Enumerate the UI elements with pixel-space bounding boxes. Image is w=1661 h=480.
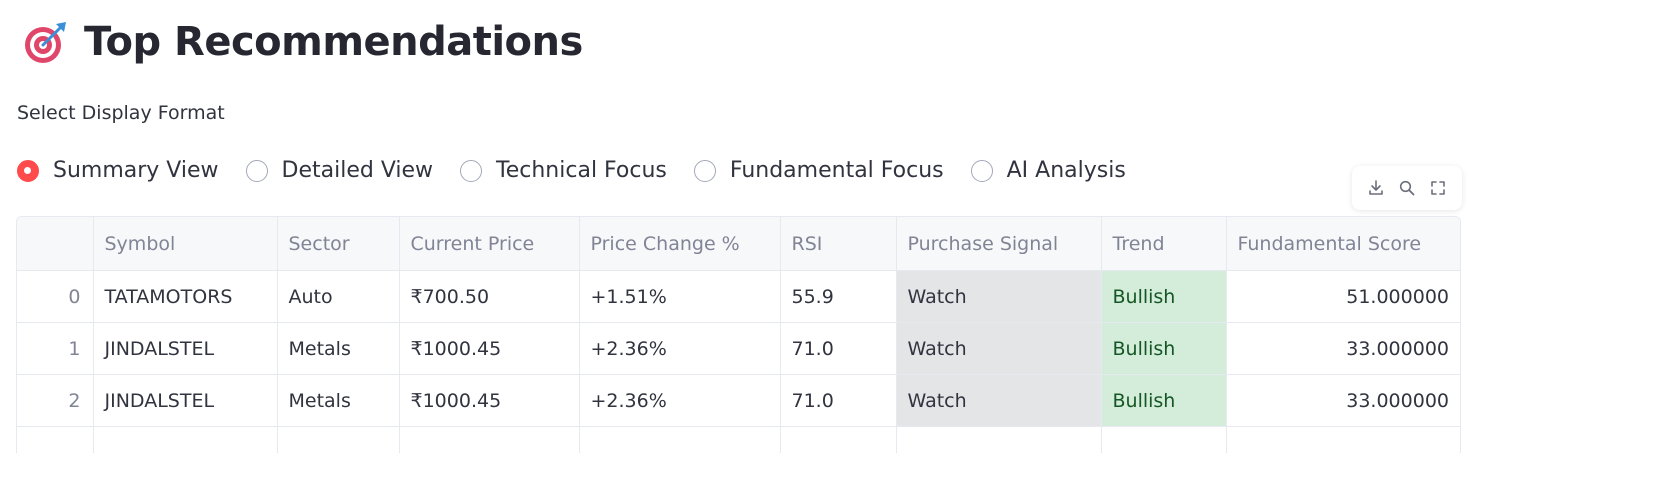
table-row-partial — [17, 426, 1460, 453]
cell-rsi[interactable]: 55.9 — [780, 270, 897, 323]
display-format-radio-group: Summary View Detailed View Technical Foc… — [17, 158, 1153, 183]
column-header-price-change[interactable]: Price Change % — [579, 217, 781, 271]
cell-rsi[interactable]: 71.0 — [780, 374, 897, 427]
cell-purchase-signal[interactable]: Watch — [896, 322, 1102, 375]
table-row: 1 JINDALSTEL Metals ₹1000.45 +2.36% 71.0… — [17, 322, 1460, 375]
cell-symbol[interactable]: JINDALSTEL — [93, 374, 278, 427]
recommendations-table[interactable]: Symbol Sector Current Price Price Change… — [16, 216, 1461, 453]
search-button[interactable] — [1394, 175, 1420, 201]
cell-fundamental-score[interactable]: 33.000000 — [1226, 374, 1460, 427]
row-index[interactable]: 2 — [17, 374, 94, 427]
empty-cell — [1101, 426, 1227, 453]
cell-price-change[interactable]: +2.36% — [579, 322, 781, 375]
cell-sector[interactable]: Auto — [277, 270, 400, 323]
cell-sector[interactable]: Metals — [277, 322, 400, 375]
fullscreen-button[interactable] — [1425, 175, 1451, 201]
column-header-rsi[interactable]: RSI — [780, 217, 897, 271]
row-index[interactable]: 0 — [17, 270, 94, 323]
empty-cell — [896, 426, 1102, 453]
display-format-label: Select Display Format — [17, 102, 225, 124]
cell-current-price[interactable]: ₹700.50 — [399, 270, 580, 323]
cell-purchase-signal[interactable]: Watch — [896, 374, 1102, 427]
cell-purchase-signal[interactable]: Watch — [896, 270, 1102, 323]
radio-label: AI Analysis — [1006, 158, 1126, 183]
radio-technical-focus[interactable]: Technical Focus — [460, 158, 667, 183]
empty-cell — [93, 426, 278, 453]
column-header-fundamental-score[interactable]: Fundamental Score — [1226, 217, 1460, 271]
radio-summary-view[interactable]: Summary View — [17, 158, 219, 183]
fullscreen-icon — [1431, 181, 1446, 195]
empty-cell — [399, 426, 580, 453]
cell-sector[interactable]: Metals — [277, 374, 400, 427]
radio-label: Technical Focus — [496, 158, 667, 183]
target-icon — [25, 22, 66, 63]
empty-cell — [277, 426, 400, 453]
column-header-purchase-signal[interactable]: Purchase Signal — [896, 217, 1102, 271]
radio-button[interactable] — [970, 159, 993, 182]
row-index[interactable]: 1 — [17, 322, 94, 375]
cell-trend[interactable]: Bullish — [1101, 374, 1227, 427]
radio-detailed-view[interactable]: Detailed View — [245, 158, 434, 183]
cell-trend[interactable]: Bullish — [1101, 322, 1227, 375]
empty-cell — [17, 426, 94, 453]
cell-current-price[interactable]: ₹1000.45 — [399, 374, 580, 427]
empty-cell — [780, 426, 897, 453]
table-row: 0 TATAMOTORS Auto ₹700.50 +1.51% 55.9 Wa… — [17, 270, 1460, 323]
cell-current-price[interactable]: ₹1000.45 — [399, 322, 580, 375]
cell-symbol[interactable]: JINDALSTEL — [93, 322, 278, 375]
radio-label: Fundamental Focus — [729, 158, 944, 183]
download-button[interactable] — [1363, 175, 1389, 201]
radio-button[interactable] — [245, 159, 268, 182]
empty-cell — [1226, 426, 1460, 453]
empty-cell — [579, 426, 781, 453]
column-header-current-price[interactable]: Current Price — [399, 217, 580, 271]
column-header-trend[interactable]: Trend — [1101, 217, 1227, 271]
column-header-symbol[interactable]: Symbol — [93, 217, 278, 271]
radio-fundamental-focus[interactable]: Fundamental Focus — [693, 158, 944, 183]
column-header-index[interactable] — [17, 217, 94, 271]
radio-button[interactable] — [460, 159, 483, 182]
radio-ai-analysis[interactable]: AI Analysis — [970, 158, 1126, 183]
radio-button[interactable] — [693, 159, 716, 182]
radio-label: Detailed View — [281, 158, 434, 183]
page-title: Top Recommendations — [84, 19, 583, 65]
radio-label: Summary View — [53, 158, 219, 183]
cell-symbol[interactable]: TATAMOTORS — [93, 270, 278, 323]
cell-fundamental-score[interactable]: 33.000000 — [1226, 322, 1460, 375]
table-toolbar — [1352, 166, 1462, 210]
column-header-sector[interactable]: Sector — [277, 217, 400, 271]
cell-price-change[interactable]: +1.51% — [579, 270, 781, 323]
cell-price-change[interactable]: +2.36% — [579, 374, 781, 427]
cell-fundamental-score[interactable]: 51.000000 — [1226, 270, 1460, 323]
cell-rsi[interactable]: 71.0 — [780, 322, 897, 375]
cell-trend[interactable]: Bullish — [1101, 270, 1227, 323]
download-icon — [1368, 180, 1383, 195]
table-header-row: Symbol Sector Current Price Price Change… — [17, 217, 1460, 271]
title-row: Top Recommendations — [22, 18, 583, 66]
table-row: 2 JINDALSTEL Metals ₹1000.45 +2.36% 71.0… — [17, 374, 1460, 427]
search-icon — [1399, 180, 1415, 196]
radio-button-checked[interactable] — [17, 159, 39, 182]
